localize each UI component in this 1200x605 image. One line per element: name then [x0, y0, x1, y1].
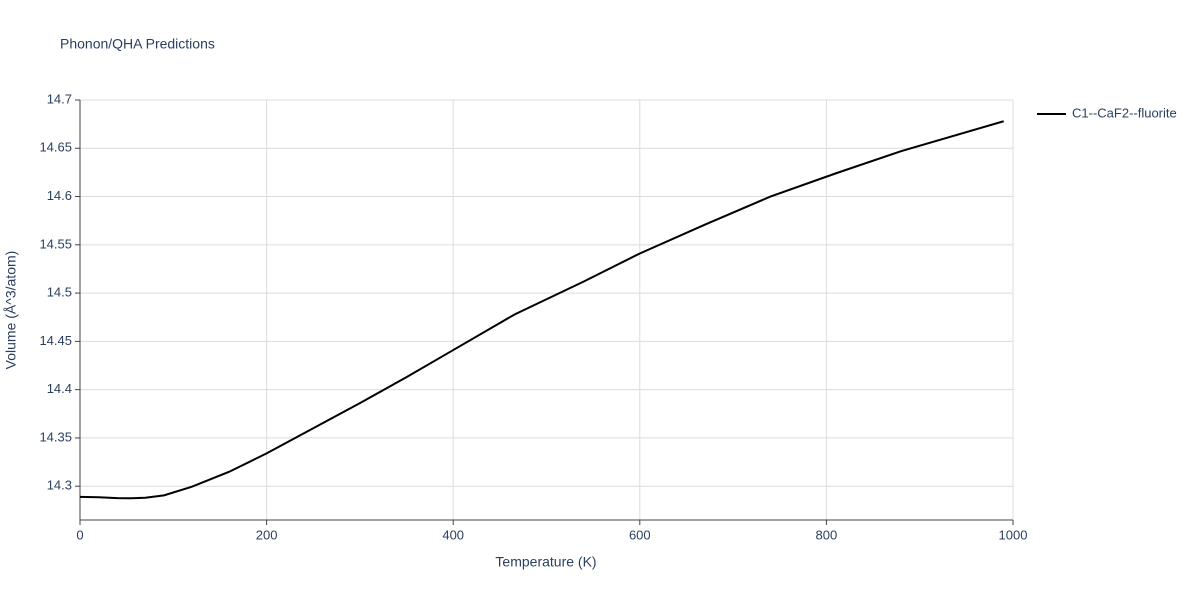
- x-tick-label: 1000: [999, 527, 1028, 542]
- x-tick-label: 200: [256, 527, 278, 542]
- y-tick-label: 14.5: [47, 285, 72, 300]
- y-tick-label: 14.35: [39, 429, 72, 444]
- data-line: [79, 120, 1004, 500]
- y-tick-label: 14.65: [39, 140, 72, 155]
- y-tick-label: 14.6: [47, 188, 72, 203]
- y-tick-label: 14.3: [47, 478, 72, 493]
- x-axis-title: Temperature (K): [495, 554, 596, 570]
- legend-label: C1--CaF2--fluorite: [1072, 105, 1177, 120]
- y-tick-label: 14.45: [39, 333, 72, 348]
- y-axis-title: Volume (Å^3/atom): [3, 251, 19, 370]
- y-tick-label: 14.4: [47, 381, 72, 396]
- x-tick-label: 600: [629, 527, 651, 542]
- y-tick-label: 14.55: [39, 236, 72, 251]
- x-tick-label: 800: [816, 527, 838, 542]
- x-tick-label: 0: [76, 527, 83, 542]
- x-tick-label: 400: [442, 527, 464, 542]
- chart-title: Phonon/QHA Predictions: [60, 36, 215, 52]
- y-tick-label: 14.7: [47, 91, 72, 106]
